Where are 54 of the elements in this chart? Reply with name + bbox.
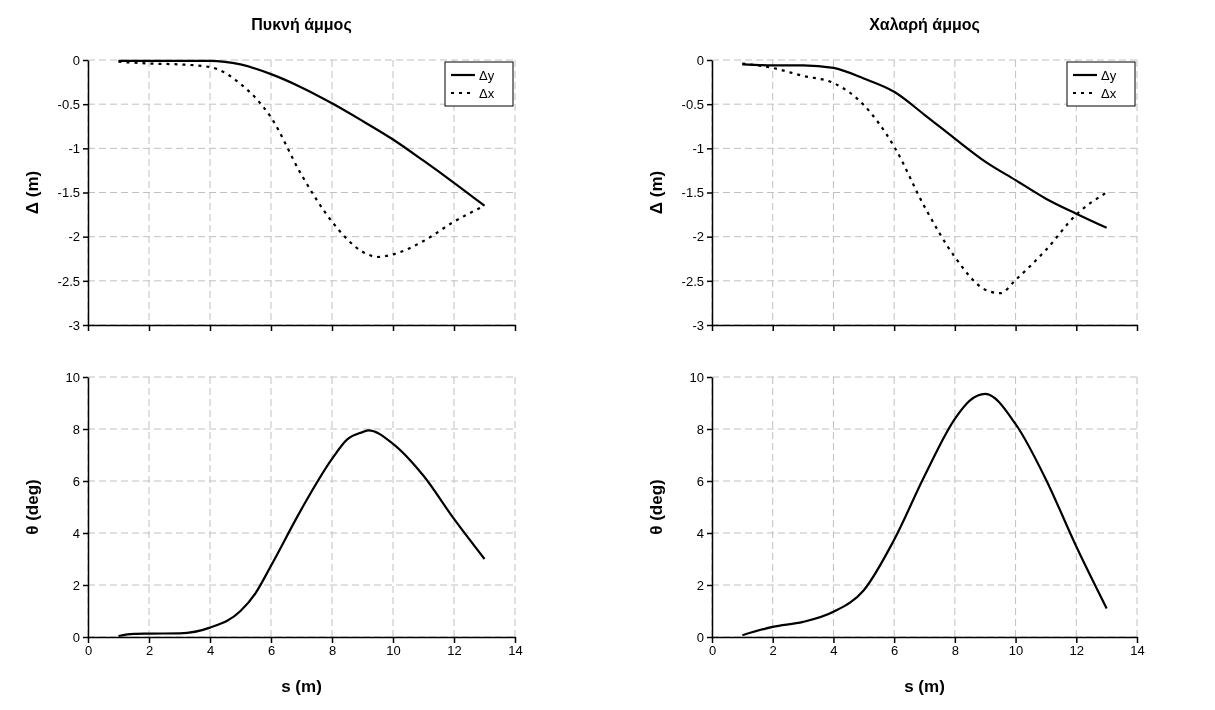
chart-title: Πυκνή άμμος — [251, 16, 352, 34]
x-tick-label: 14 — [508, 643, 523, 659]
y-tick-label: 6 — [696, 473, 704, 489]
y-tick-label: 10 — [689, 369, 704, 385]
y-axis-title: Δ (m) — [23, 170, 42, 215]
x-tick-label: 0 — [84, 643, 93, 659]
y-tick-label: 0 — [696, 629, 704, 645]
y-tick-label: -1 — [692, 140, 704, 156]
y-tick-label: -1.5 — [681, 185, 704, 201]
y-tick-label: 8 — [696, 421, 704, 437]
x-tick-label: 6 — [891, 643, 899, 659]
x-tick-label: 14 — [1130, 643, 1145, 659]
y-tick-label: 4 — [72, 525, 80, 541]
legend-label: Δx — [1101, 86, 1117, 101]
legend-label: Δy — [479, 68, 495, 83]
x-tick-label: 2 — [145, 643, 154, 659]
x-axis-title: s (m) — [904, 677, 945, 696]
y-tick-label: 6 — [72, 473, 80, 489]
x-tick-label: 12 — [1069, 643, 1085, 659]
x-tick-label: 10 — [386, 643, 401, 659]
y-tick-label: 4 — [696, 525, 704, 541]
legend-label: Δy — [1101, 68, 1117, 83]
x-tick-label: 8 — [328, 643, 337, 659]
x-tick-label: 0 — [708, 643, 717, 659]
y-tick-label: -2.5 — [57, 273, 80, 289]
y-tick-label: -0.5 — [681, 96, 704, 112]
x-tick-label: 4 — [206, 643, 215, 659]
y-tick-label: 8 — [72, 421, 80, 437]
y-tick-label: 2 — [696, 577, 704, 593]
x-tick-label: 2 — [769, 643, 777, 659]
x-tick-label: 10 — [1008, 643, 1024, 659]
x-axis-title: s (m) — [281, 677, 322, 696]
y-axis-title: θ (deg) — [647, 479, 666, 535]
y-tick-label: 0 — [72, 52, 80, 68]
x-tick-label: 12 — [447, 643, 462, 659]
y-tick-label: 0 — [72, 629, 80, 645]
y-tick-label: -1 — [68, 140, 80, 156]
y-tick-label: 10 — [65, 369, 80, 385]
y-axis-title: Δ (m) — [647, 170, 666, 215]
y-tick-label: -1.5 — [57, 185, 80, 201]
legend-label: Δx — [479, 86, 495, 101]
chart-title: Χαλαρή άμμος — [869, 16, 980, 34]
y-tick-label: -2.5 — [681, 273, 704, 289]
y-tick-label: 0 — [696, 52, 704, 68]
x-tick-label: 8 — [951, 643, 959, 659]
y-tick-label: 2 — [72, 577, 80, 593]
y-axis-title: θ (deg) — [23, 479, 42, 535]
y-tick-label: -3 — [68, 317, 80, 333]
y-tick-label: -0.5 — [57, 96, 80, 112]
y-tick-label: -3 — [692, 317, 704, 333]
x-tick-label: 4 — [830, 643, 838, 659]
y-tick-label: -2 — [692, 229, 704, 245]
y-tick-label: -2 — [68, 229, 80, 245]
x-tick-label: 6 — [267, 643, 276, 659]
